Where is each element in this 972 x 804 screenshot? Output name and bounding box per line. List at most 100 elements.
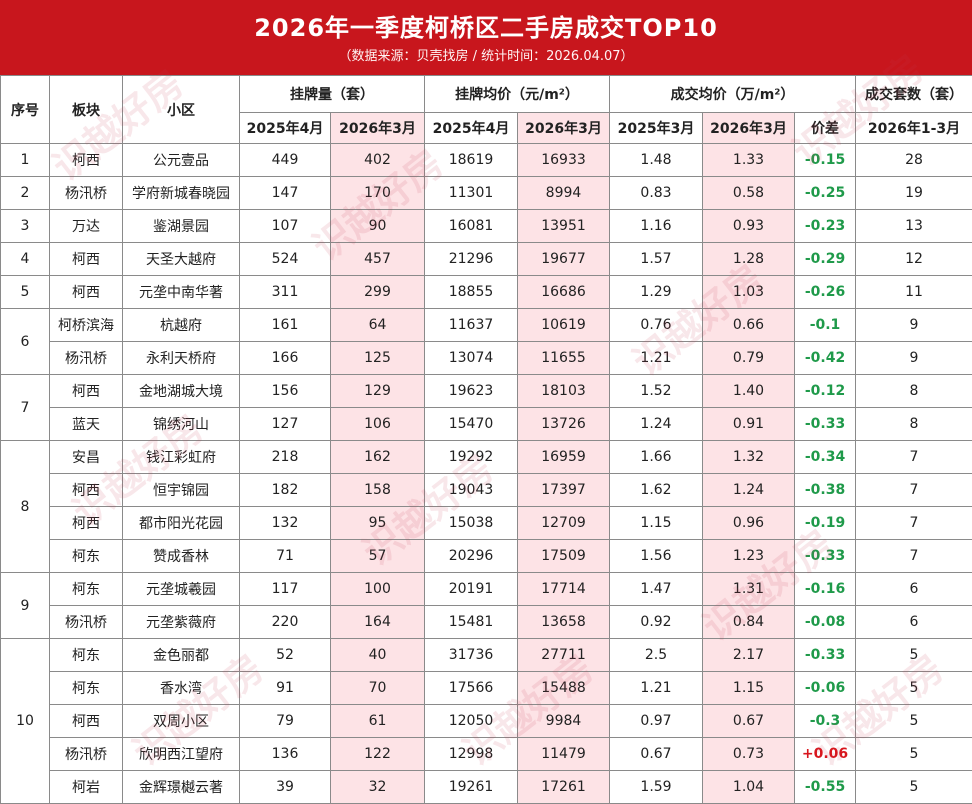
listing-qty-2026-cell: 162 bbox=[331, 441, 425, 474]
block-cell: 柯桥滨海 bbox=[50, 309, 123, 342]
community-cell: 恒宇锦园 bbox=[123, 474, 240, 507]
deal-count-cell: 7 bbox=[856, 540, 972, 573]
listing-qty-2025-cell: 220 bbox=[240, 606, 331, 639]
listing-price-2026-cell: 13658 bbox=[518, 606, 610, 639]
header-deal-price-b: 2026年3月 bbox=[703, 113, 795, 144]
listing-qty-2025-cell: 182 bbox=[240, 474, 331, 507]
community-cell: 元垄中南华著 bbox=[123, 276, 240, 309]
price-diff-cell: -0.23 bbox=[795, 210, 856, 243]
header-listing-qty: 挂牌量（套） bbox=[240, 76, 425, 113]
price-diff-cell: -0.33 bbox=[795, 639, 856, 672]
deal-price-2026-cell: 1.03 bbox=[703, 276, 795, 309]
community-cell: 元垄紫薇府 bbox=[123, 606, 240, 639]
deal-price-2026-cell: 0.66 bbox=[703, 309, 795, 342]
listing-price-2026-cell: 17397 bbox=[518, 474, 610, 507]
community-cell: 金辉璟樾云著 bbox=[123, 771, 240, 804]
header-listing-price: 挂牌均价（元/m²） bbox=[425, 76, 610, 113]
listing-qty-2025-cell: 107 bbox=[240, 210, 331, 243]
listing-price-2026-cell: 11655 bbox=[518, 342, 610, 375]
rank-cell: 4 bbox=[1, 243, 50, 276]
listing-price-2026-cell: 19677 bbox=[518, 243, 610, 276]
deal-price-2026-cell: 0.58 bbox=[703, 177, 795, 210]
community-cell: 杭越府 bbox=[123, 309, 240, 342]
deal-price-2025-cell: 1.47 bbox=[610, 573, 703, 606]
rank-cell: 6 bbox=[1, 309, 50, 375]
header-deal-count-sub: 2026年1-3月 bbox=[856, 113, 972, 144]
title-bar: 2026年一季度柯桥区二手房成交TOP10 （数据来源：贝壳找房 / 统计时间：… bbox=[0, 0, 972, 75]
listing-qty-2026-cell: 164 bbox=[331, 606, 425, 639]
community-cell: 双周小区 bbox=[123, 705, 240, 738]
price-diff-cell: -0.33 bbox=[795, 540, 856, 573]
header-listing-price-a: 2025年4月 bbox=[425, 113, 518, 144]
listing-price-2025-cell: 18619 bbox=[425, 144, 518, 177]
deal-price-2026-cell: 1.32 bbox=[703, 441, 795, 474]
deal-price-2025-cell: 1.21 bbox=[610, 672, 703, 705]
listing-qty-2026-cell: 129 bbox=[331, 375, 425, 408]
listing-price-2025-cell: 16081 bbox=[425, 210, 518, 243]
deal-price-2026-cell: 0.93 bbox=[703, 210, 795, 243]
listing-qty-2026-cell: 100 bbox=[331, 573, 425, 606]
community-cell: 金地湖城大境 bbox=[123, 375, 240, 408]
deal-price-2025-cell: 0.92 bbox=[610, 606, 703, 639]
deal-count-cell: 28 bbox=[856, 144, 972, 177]
deal-count-cell: 11 bbox=[856, 276, 972, 309]
header-diff: 价差 bbox=[795, 113, 856, 144]
deal-price-2026-cell: 0.91 bbox=[703, 408, 795, 441]
price-diff-cell: -0.08 bbox=[795, 606, 856, 639]
listing-qty-2026-cell: 170 bbox=[331, 177, 425, 210]
listing-qty-2026-cell: 158 bbox=[331, 474, 425, 507]
community-cell: 赞成香林 bbox=[123, 540, 240, 573]
deal-count-cell: 7 bbox=[856, 441, 972, 474]
deal-price-2025-cell: 1.15 bbox=[610, 507, 703, 540]
listing-price-2026-cell: 8994 bbox=[518, 177, 610, 210]
listing-price-2025-cell: 18855 bbox=[425, 276, 518, 309]
price-diff-cell: +0.06 bbox=[795, 738, 856, 771]
listing-price-2025-cell: 20191 bbox=[425, 573, 518, 606]
block-cell: 柯东 bbox=[50, 540, 123, 573]
header-deal-price-a: 2025年3月 bbox=[610, 113, 703, 144]
deal-price-2026-cell: 0.96 bbox=[703, 507, 795, 540]
rank-cell: 1 bbox=[1, 144, 50, 177]
block-cell: 柯西 bbox=[50, 276, 123, 309]
deal-price-2026-cell: 0.84 bbox=[703, 606, 795, 639]
rank-cell: 2 bbox=[1, 177, 50, 210]
deal-price-2026-cell: 1.33 bbox=[703, 144, 795, 177]
price-diff-cell: -0.12 bbox=[795, 375, 856, 408]
block-cell: 杨汛桥 bbox=[50, 342, 123, 375]
listing-qty-2025-cell: 39 bbox=[240, 771, 331, 804]
deal-count-cell: 9 bbox=[856, 309, 972, 342]
community-cell: 学府新城春晓园 bbox=[123, 177, 240, 210]
deal-price-2026-cell: 1.23 bbox=[703, 540, 795, 573]
rank-cell: 3 bbox=[1, 210, 50, 243]
deal-price-2025-cell: 2.5 bbox=[610, 639, 703, 672]
header-listing-qty-b: 2026年3月 bbox=[331, 113, 425, 144]
deal-price-2025-cell: 1.21 bbox=[610, 342, 703, 375]
listing-qty-2025-cell: 449 bbox=[240, 144, 331, 177]
listing-qty-2026-cell: 57 bbox=[331, 540, 425, 573]
price-diff-cell: -0.25 bbox=[795, 177, 856, 210]
listing-price-2025-cell: 12998 bbox=[425, 738, 518, 771]
rank-cell: 9 bbox=[1, 573, 50, 639]
community-cell: 永利天桥府 bbox=[123, 342, 240, 375]
listing-price-2026-cell: 17261 bbox=[518, 771, 610, 804]
listing-price-2025-cell: 15470 bbox=[425, 408, 518, 441]
listing-price-2025-cell: 31736 bbox=[425, 639, 518, 672]
listing-qty-2026-cell: 299 bbox=[331, 276, 425, 309]
rank-cell: 10 bbox=[1, 639, 50, 804]
listing-qty-2025-cell: 166 bbox=[240, 342, 331, 375]
price-diff-cell: -0.34 bbox=[795, 441, 856, 474]
listing-qty-2025-cell: 52 bbox=[240, 639, 331, 672]
